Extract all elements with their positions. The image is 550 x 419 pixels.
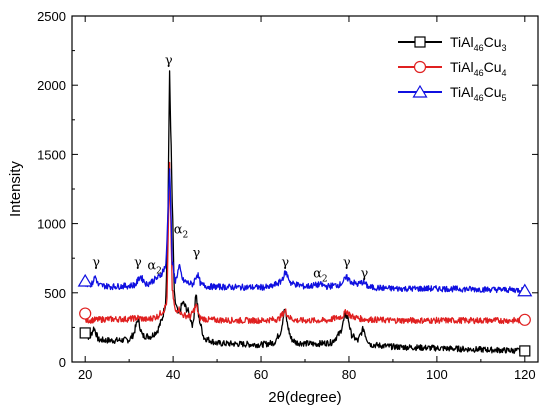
x-tick-label-4: 80 (342, 367, 356, 382)
peak-label-9: γ (343, 256, 351, 271)
y-axis-title: Intensity (7, 161, 24, 217)
peak-label-symbol: γ (360, 267, 368, 282)
legend-marker-2 (413, 60, 427, 74)
peak-label-symbol: α (174, 222, 183, 237)
legend-label-sub2: 5 (502, 93, 507, 103)
x-tick-label-5: 100 (426, 367, 448, 382)
legend-label-sub1: 46 (474, 93, 484, 103)
series-line-3 (84, 168, 525, 294)
y-tick-label-5: 2000 (37, 78, 66, 93)
series-1-marker-1 (79, 327, 91, 339)
peak-label-1: γ (92, 256, 100, 271)
peak-label-subscript: 2 (183, 230, 189, 240)
legend-label-base: TiAl (450, 34, 474, 50)
peak-label-symbol: γ (134, 256, 142, 271)
peak-label-8: α2 (313, 267, 328, 285)
peak-label-symbol: α (313, 267, 322, 282)
plot-background (72, 16, 538, 362)
x-tick-label-2: 40 (166, 367, 180, 382)
peak-label-subscript: 2 (156, 266, 162, 276)
peak-label-7: γ (281, 256, 289, 271)
legend-marker-1 (414, 36, 426, 48)
peak-label-5: α2 (174, 222, 189, 240)
y-tick-label-3: 1000 (37, 217, 66, 232)
y-tick-label-1: 0 (59, 355, 66, 370)
series-3-marker-1 (77, 273, 93, 287)
series-2-marker-2 (518, 313, 531, 326)
series-3-marker-2 (517, 283, 533, 297)
legend-marker-3 (412, 84, 428, 98)
peak-label-4: γ (165, 53, 173, 68)
legend-label-mid: Cu (484, 59, 502, 75)
peak-label-3: α2 (147, 258, 162, 276)
peak-label-10: γ (360, 267, 368, 282)
y-tick-label-2: 500 (44, 286, 66, 301)
legend-label-2: TiAl46Cu4 (450, 59, 507, 78)
axes-layer: 20 40 60 80 100 120 0 500 1000 1500 2000 2500 2θ(deg… (7, 9, 539, 406)
peak-label-symbol: γ (281, 256, 289, 271)
series-2-marker-1 (79, 307, 92, 320)
peak-label-symbol: γ (92, 256, 100, 271)
x-axis-title: 2θ(degree) (268, 389, 341, 406)
y-tick-label-6: 2500 (37, 9, 66, 24)
plot-area (72, 16, 538, 362)
y-tick-label-4: 1500 (37, 147, 66, 162)
series-layer (77, 70, 533, 357)
peak-label-symbol: γ (193, 246, 201, 261)
peak-label-6: γ (193, 246, 201, 261)
peak-label-2: γ (134, 256, 142, 271)
peak-label-symbol: γ (165, 53, 173, 68)
series-1-marker-2 (519, 345, 531, 357)
peak-label-symbol: γ (343, 256, 351, 271)
legend-label-mid: Cu (484, 84, 502, 100)
peak-label-symbol: α (147, 258, 156, 273)
x-tick-label-6: 120 (514, 367, 536, 382)
legend-label-base: TiAl (450, 84, 474, 100)
series-line-1 (84, 70, 526, 355)
series-line-2 (84, 161, 526, 325)
x-tick-label-3: 60 (254, 367, 268, 382)
peak-label-subscript: 2 (322, 275, 328, 285)
legend-label-sub1: 46 (474, 68, 484, 78)
legend-label-3: TiAl46Cu5 (450, 84, 507, 103)
legend-label-base: TiAl (450, 59, 474, 75)
legend-label-mid: Cu (484, 34, 502, 50)
legend-label-sub2: 4 (502, 68, 507, 78)
legend-label-sub1: 46 (474, 43, 484, 53)
x-tick-label-1: 20 (78, 367, 92, 382)
legend-label-sub2: 3 (502, 43, 507, 53)
legend-label-1: TiAl46Cu3 (450, 34, 507, 53)
